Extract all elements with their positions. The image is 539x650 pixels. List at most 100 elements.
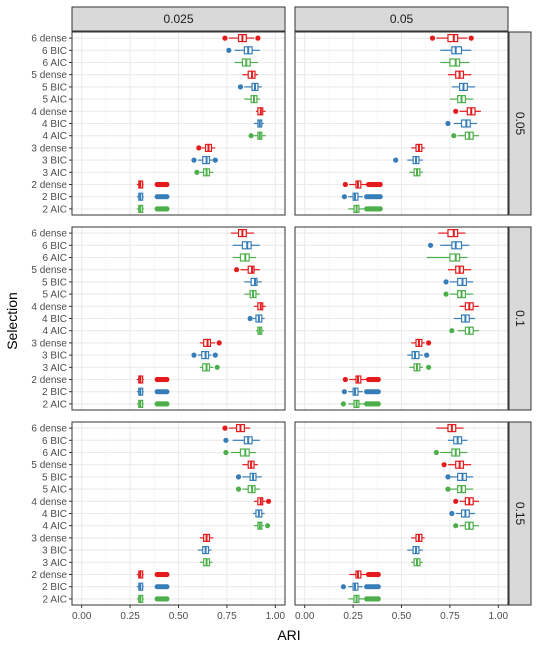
facet-panel <box>72 422 285 605</box>
box-6-dense <box>222 424 251 433</box>
box-4-aic <box>449 326 479 335</box>
strips-layer: 0.025 0.05 0.05 0.1 0.15 <box>71 6 532 606</box>
outlier-point <box>375 596 381 602</box>
box-4-bic <box>247 314 265 323</box>
y-tick-label: 4 BIC <box>42 119 67 130</box>
outlier-point <box>375 401 381 407</box>
box-6-aic <box>223 448 256 457</box>
outlier-point <box>248 133 254 139</box>
box-3-aic <box>199 558 213 567</box>
outlier-point <box>265 498 272 504</box>
box-4-dense <box>254 302 266 311</box>
outlier-point <box>426 340 432 346</box>
y-tick-label: 2 dense <box>31 570 67 581</box>
box-3-aic <box>409 168 423 177</box>
outlier-point <box>453 108 459 114</box>
y-tick-label: 5 dense <box>31 460 67 471</box>
row-strip: 0.15 <box>508 421 532 606</box>
box-4-bic <box>254 119 264 128</box>
box-3-bic <box>407 351 430 360</box>
box-4-aic <box>255 326 264 335</box>
outlier-point <box>424 352 430 358</box>
panel-boxes <box>136 424 272 604</box>
strip-background <box>508 421 532 606</box>
outlier-point <box>340 401 347 407</box>
outlier-point <box>164 194 170 200</box>
y-tick-label: 4 BIC <box>42 314 67 325</box>
panel-boxes <box>340 424 479 604</box>
box-6-dense <box>436 424 464 433</box>
y-tick-label: 4 AIC <box>43 326 67 337</box>
box-4-dense <box>453 107 481 116</box>
box-5-dense <box>441 460 472 469</box>
facet-panel <box>72 32 285 215</box>
outlier-point <box>264 523 271 529</box>
box-4-bic <box>449 509 476 518</box>
y-tick-label: 2 AIC <box>43 204 67 215</box>
box-4-dense <box>255 107 266 116</box>
box-3-aic <box>199 363 220 372</box>
row-strip: 0.1 <box>508 226 532 411</box>
outlier-point <box>214 364 220 370</box>
box-2-aic <box>348 594 381 604</box>
box-3-dense <box>411 533 425 543</box>
box-6-dense <box>429 33 474 43</box>
box-2-aic <box>136 399 170 408</box>
box-4-bic <box>453 314 476 323</box>
box-2-aic <box>136 594 170 604</box>
box-3-aic <box>194 168 214 177</box>
panel-border <box>294 226 509 411</box>
outlier-point <box>377 206 383 212</box>
outlier-point <box>375 389 381 395</box>
y-tick-label: 2 dense <box>31 180 67 191</box>
column-strip: 0.05 <box>294 6 509 32</box>
strip-label: 0.05 <box>390 12 414 26</box>
outlier-point <box>341 194 347 200</box>
box-2-bic <box>341 192 383 201</box>
box-2-dense <box>136 570 170 579</box>
box-5-bic <box>244 277 262 286</box>
outlier-point <box>164 206 170 212</box>
y-tick-label: 6 BIC <box>42 241 67 252</box>
outlier-point <box>426 364 432 370</box>
box-5-aic <box>445 485 474 494</box>
y-tick-label: 6 AIC <box>43 253 67 264</box>
y-tick-label: 6 AIC <box>43 58 67 69</box>
x-axis-layer: 0.00 0.25 0.50 0.75 1.00 0.00 0.25 0.50 0.75 1.00 <box>72 605 508 622</box>
row-strip: 0.05 <box>508 31 532 216</box>
y-tick-label: 3 BIC <box>42 156 67 167</box>
box-5-aic <box>244 290 260 299</box>
box-6-aic <box>234 58 258 67</box>
outlier-point <box>449 328 455 334</box>
outlier-point <box>191 352 197 358</box>
outlier-point <box>164 596 170 602</box>
box-4-dense <box>459 302 479 311</box>
outlier-point <box>233 267 240 273</box>
y-tick-label: 2 BIC <box>42 387 67 398</box>
y-tick-label: 6 BIC <box>42 46 67 57</box>
y-tick-label: 5 AIC <box>43 290 67 301</box>
outlier-point <box>443 291 449 297</box>
panel-boxes <box>341 33 481 213</box>
box-2-aic <box>340 399 381 408</box>
y-tick-label: 2 BIC <box>42 582 67 593</box>
box-3-bic <box>191 351 218 360</box>
outlier-point <box>194 169 200 175</box>
y-tick-label: 5 AIC <box>43 485 67 496</box>
box-2-aic <box>136 204 170 213</box>
y-tick-label: 3 AIC <box>43 558 67 569</box>
outlier-point <box>468 35 474 41</box>
outlier-point <box>255 35 261 41</box>
y-tick-label: 3 AIC <box>43 168 67 179</box>
box-5-dense <box>242 70 258 79</box>
box-3-dense <box>199 533 214 543</box>
outlier-point <box>445 486 451 492</box>
box-3-dense <box>196 143 216 152</box>
box-6-aic <box>433 448 468 457</box>
box-5-aic <box>443 290 474 299</box>
outlier-point <box>453 498 459 504</box>
box-3-bic <box>393 156 423 165</box>
box-3-aic <box>411 558 423 567</box>
box-3-aic <box>409 363 432 372</box>
